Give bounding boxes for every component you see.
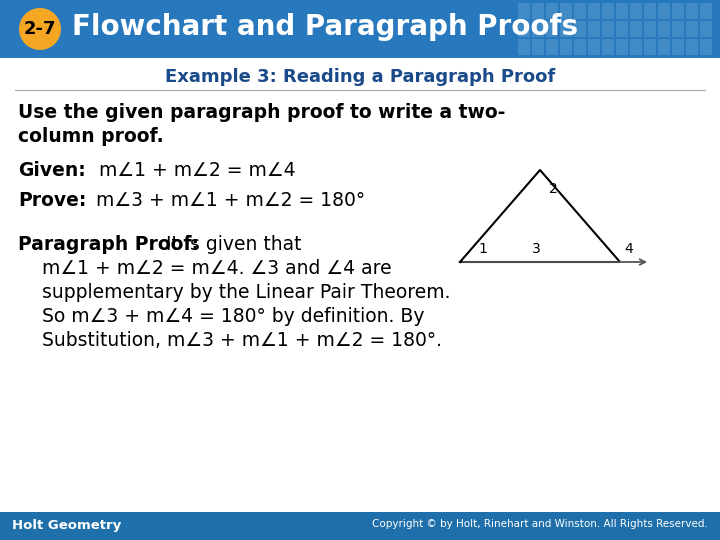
Bar — [546, 3, 558, 19]
Bar — [686, 3, 698, 19]
Bar — [700, 3, 712, 19]
Text: m∠3 + m∠1 + m∠2 = 180°: m∠3 + m∠1 + m∠2 = 180° — [90, 191, 365, 210]
Text: 3: 3 — [532, 242, 541, 256]
Bar — [644, 21, 656, 37]
Text: 1: 1 — [478, 242, 487, 256]
Text: Holt Geometry: Holt Geometry — [12, 519, 121, 532]
Bar — [518, 39, 530, 55]
Bar — [546, 21, 558, 37]
Bar — [574, 3, 586, 19]
Bar — [574, 39, 586, 55]
Bar — [560, 21, 572, 37]
Bar — [672, 3, 684, 19]
Text: 4: 4 — [624, 242, 633, 256]
Bar — [644, 3, 656, 19]
Bar — [560, 39, 572, 55]
Bar — [630, 39, 642, 55]
Bar — [686, 21, 698, 37]
Bar — [532, 39, 544, 55]
Text: It is given that: It is given that — [160, 235, 302, 254]
Bar — [546, 39, 558, 55]
Bar — [616, 21, 628, 37]
Bar — [588, 39, 600, 55]
Bar — [602, 21, 614, 37]
Text: Given:: Given: — [18, 161, 86, 180]
Bar — [700, 21, 712, 37]
Bar — [686, 39, 698, 55]
Bar — [630, 3, 642, 19]
Text: 2: 2 — [549, 182, 558, 196]
Text: Example 3: Reading a Paragraph Proof: Example 3: Reading a Paragraph Proof — [165, 68, 555, 86]
Bar — [560, 3, 572, 19]
Text: m∠1 + m∠2 = m∠4: m∠1 + m∠2 = m∠4 — [93, 161, 296, 180]
Text: m∠1 + m∠2 = m∠4. ∠3 and ∠4 are: m∠1 + m∠2 = m∠4. ∠3 and ∠4 are — [18, 259, 392, 278]
Text: Copyright © by Holt, Rinehart and Winston. All Rights Reserved.: Copyright © by Holt, Rinehart and Winsto… — [372, 519, 708, 529]
Bar — [0, 0, 720, 58]
Text: Prove:: Prove: — [18, 191, 86, 210]
Text: 2-7: 2-7 — [24, 20, 56, 38]
Bar — [602, 3, 614, 19]
Bar — [700, 39, 712, 55]
Bar — [518, 3, 530, 19]
Text: Paragraph Proof:: Paragraph Proof: — [18, 235, 199, 254]
Bar — [672, 21, 684, 37]
Text: column proof.: column proof. — [18, 127, 163, 146]
Bar — [644, 39, 656, 55]
Bar — [658, 21, 670, 37]
Bar — [658, 39, 670, 55]
Bar — [616, 39, 628, 55]
Bar — [602, 39, 614, 55]
Text: So m∠3 + m∠4 = 180° by definition. By: So m∠3 + m∠4 = 180° by definition. By — [18, 307, 425, 326]
Ellipse shape — [19, 8, 61, 50]
Text: Flowchart and Paragraph Proofs: Flowchart and Paragraph Proofs — [72, 13, 578, 41]
Bar — [672, 39, 684, 55]
Text: supplementary by the Linear Pair Theorem.: supplementary by the Linear Pair Theorem… — [18, 283, 451, 302]
Bar — [574, 21, 586, 37]
Bar — [532, 21, 544, 37]
Bar — [518, 21, 530, 37]
Text: Use the given paragraph proof to write a two-: Use the given paragraph proof to write a… — [18, 103, 505, 122]
Bar — [616, 3, 628, 19]
Bar — [630, 21, 642, 37]
Bar — [0, 512, 720, 540]
Bar — [532, 3, 544, 19]
Bar — [588, 3, 600, 19]
Bar — [658, 3, 670, 19]
Text: Substitution, m∠3 + m∠1 + m∠2 = 180°.: Substitution, m∠3 + m∠1 + m∠2 = 180°. — [18, 331, 442, 350]
Bar — [588, 21, 600, 37]
